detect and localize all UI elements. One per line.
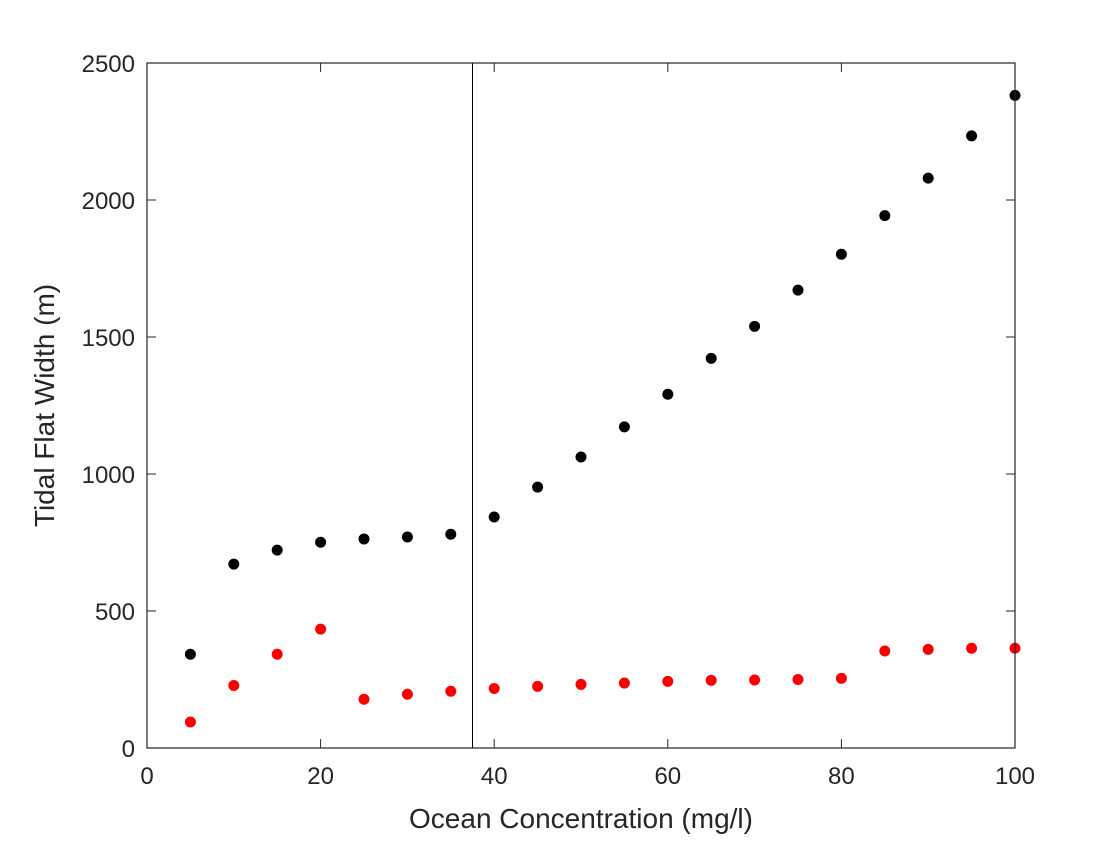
red-series-point: [662, 675, 674, 687]
black-series-point: [488, 511, 500, 523]
black-series-point: [662, 388, 674, 400]
x-tick-label: 40: [481, 763, 508, 790]
y-axis-ticks: 0 500 1000 1500 2000 2500: [82, 51, 1015, 763]
red-series-point: [922, 643, 934, 655]
red-series-point: [575, 678, 587, 690]
x-tick-label: 0: [140, 763, 153, 790]
black-series-point: [792, 284, 804, 296]
red-series-point: [315, 623, 327, 635]
black-series-point: [618, 421, 630, 433]
black-series-point: [401, 531, 413, 543]
black-series-point: [966, 130, 978, 142]
black-series-point: [271, 544, 283, 556]
red-series-point: [445, 685, 457, 697]
black-series-point: [705, 352, 717, 364]
black-series-point: [228, 558, 240, 570]
red-series-point: [401, 688, 413, 700]
black-series-point: [445, 528, 457, 540]
red-series-point: [835, 672, 847, 684]
red-series-point: [271, 648, 283, 660]
x-axis-ticks: 0 20 40 60 80 100: [140, 63, 1035, 790]
black-series-point: [358, 533, 370, 545]
y-axis-label: Tidal Flat Width (m): [29, 284, 60, 527]
black-series-point: [749, 320, 761, 332]
red-series-point: [792, 674, 804, 685]
black-series-point: [184, 648, 196, 660]
black-series-point: [835, 248, 847, 260]
y-tick-label: 500: [95, 599, 135, 626]
data-marks: [184, 89, 1021, 728]
x-tick-label: 100: [995, 763, 1035, 790]
y-tick-label: 0: [122, 736, 135, 763]
y-tick-label: 2000: [82, 188, 135, 215]
black-series-point: [315, 536, 327, 548]
y-tick-label: 1500: [82, 325, 135, 352]
red-series-point: [749, 674, 761, 686]
red-series-point: [488, 683, 500, 695]
x-axis-label: Ocean Concentration (mg/l): [409, 803, 753, 834]
red-series-point: [358, 693, 370, 705]
x-tick-label: 80: [828, 763, 855, 790]
axes-box: [146, 62, 1016, 749]
black-series-point: [879, 210, 891, 222]
red-series-point: [879, 645, 891, 657]
plot-area: [147, 63, 1015, 748]
red-series-point: [966, 642, 978, 654]
red-series-point: [705, 674, 717, 686]
y-tick-label: 2500: [82, 51, 135, 78]
black-series-point: [575, 451, 587, 463]
x-tick-label: 60: [654, 763, 681, 790]
x-tick-label: 20: [307, 763, 334, 790]
black-series-point: [532, 481, 544, 493]
red-series-point: [532, 680, 544, 692]
y-tick-label: 1000: [82, 462, 135, 489]
red-series-point: [184, 716, 196, 728]
red-series-point: [228, 680, 240, 692]
red-series-point: [618, 677, 630, 689]
black-series-point: [922, 172, 934, 184]
